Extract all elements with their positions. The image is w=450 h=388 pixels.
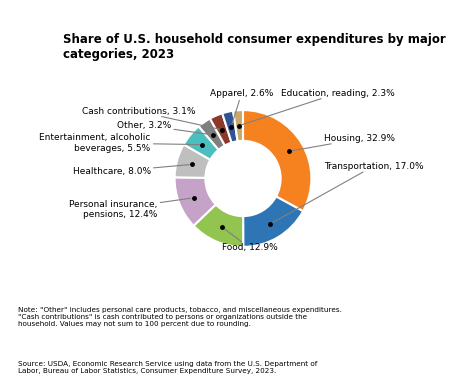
- Wedge shape: [175, 144, 210, 178]
- Text: Entertainment, alcoholic
beverages, 5.5%: Entertainment, alcoholic beverages, 5.5%: [39, 133, 199, 152]
- Text: Housing, 32.9%: Housing, 32.9%: [291, 134, 395, 151]
- Text: Apparel, 2.6%: Apparel, 2.6%: [210, 89, 273, 124]
- Text: Other, 3.2%: Other, 3.2%: [117, 121, 210, 135]
- Wedge shape: [233, 110, 243, 141]
- Wedge shape: [210, 113, 232, 146]
- Wedge shape: [243, 196, 303, 247]
- Text: Cash contributions, 3.1%: Cash contributions, 3.1%: [81, 107, 219, 129]
- Text: Food, 12.9%: Food, 12.9%: [222, 229, 278, 253]
- Wedge shape: [194, 204, 243, 247]
- Text: Share of U.S. household consumer expenditures by major
categories, 2023: Share of U.S. household consumer expendi…: [63, 33, 446, 61]
- Text: Note: "Other" includes personal care products, tobacco, and miscellaneous expend: Note: "Other" includes personal care pro…: [18, 307, 342, 327]
- Text: Source: USDA, Economic Research Service using data from the U.S. Department of
L: Source: USDA, Economic Research Service …: [18, 361, 317, 374]
- Wedge shape: [175, 177, 216, 226]
- Wedge shape: [222, 111, 238, 143]
- Text: Education, reading, 2.3%: Education, reading, 2.3%: [242, 89, 394, 125]
- Text: Transportation, 17.0%: Transportation, 17.0%: [273, 162, 423, 223]
- Text: Personal insurance,
pensions, 12.4%: Personal insurance, pensions, 12.4%: [69, 198, 191, 219]
- Text: Healthcare, 8.0%: Healthcare, 8.0%: [72, 165, 189, 176]
- Wedge shape: [184, 126, 219, 160]
- Wedge shape: [243, 110, 311, 211]
- Wedge shape: [199, 119, 225, 150]
